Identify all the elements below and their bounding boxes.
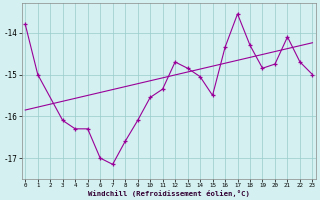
X-axis label: Windchill (Refroidissement éolien,°C): Windchill (Refroidissement éolien,°C) (88, 190, 250, 197)
